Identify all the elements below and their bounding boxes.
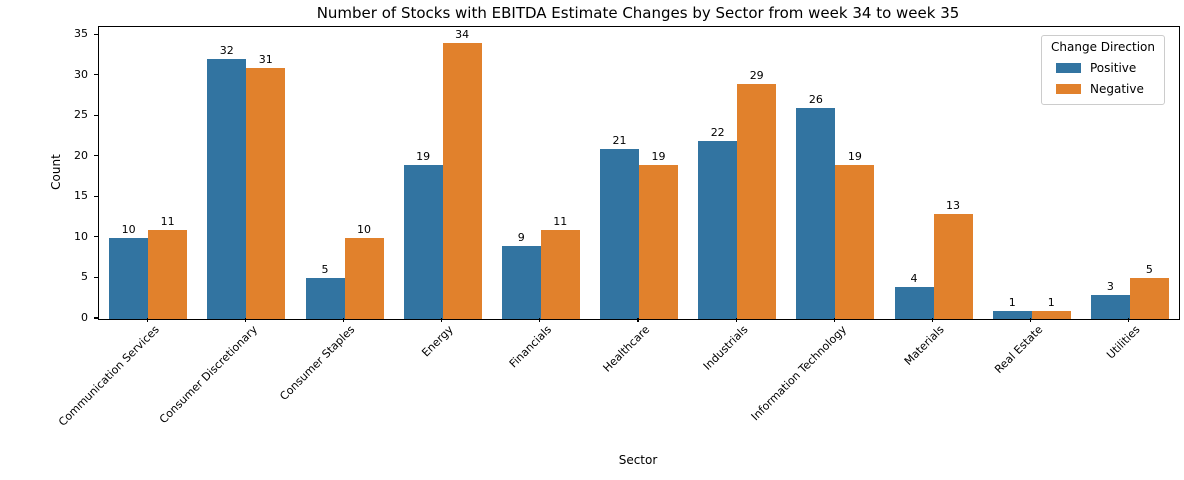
bar-negative-1 (246, 67, 286, 319)
x-tick-label: Energy (419, 323, 456, 360)
y-tick-mark (94, 236, 98, 238)
bar-value-label: 3 (1106, 279, 1114, 293)
bar-value-label: 11 (160, 214, 175, 228)
y-tick-label: 15 (74, 189, 88, 203)
bar-value-label: 1 (1008, 295, 1016, 309)
bar-negative-10 (1129, 278, 1169, 319)
bar-negative-7 (835, 164, 875, 319)
bar-value-label: 22 (710, 125, 725, 139)
x-tick-label: Information Technology (748, 323, 849, 424)
x-tick-mark (539, 318, 541, 322)
bar-negative-2 (344, 237, 384, 319)
bar-value-label: 32 (219, 44, 234, 58)
bar-value-label: 11 (553, 214, 568, 228)
bar-positive-8 (894, 286, 934, 319)
legend: Change Direction Positive Negative (1041, 35, 1165, 105)
x-tick-mark (1030, 318, 1032, 322)
bar-negative-9 (1031, 310, 1071, 319)
bar-negative-3 (442, 43, 482, 319)
bar-positive-0 (109, 237, 149, 319)
legend-title: Change Direction (1051, 40, 1155, 54)
x-tick-label: Utilities (1104, 323, 1144, 362)
y-tick-mark (94, 195, 98, 197)
bar-positive-5 (600, 148, 639, 319)
x-tick-mark (1128, 318, 1130, 322)
y-tick-mark (94, 276, 98, 278)
bar-value-label: 19 (651, 149, 666, 163)
bar-value-label: 9 (517, 231, 525, 244)
bar-negative-0 (148, 229, 188, 319)
y-tick-label: 35 (74, 27, 88, 41)
x-tick-label: Industrials (700, 323, 751, 373)
x-tick-label: Healthcare (600, 323, 653, 375)
x-tick-mark (833, 318, 835, 322)
y-tick-label: 5 (81, 270, 88, 284)
bar-value-label: 10 (121, 222, 136, 236)
bar-negative-6 (737, 83, 777, 319)
x-tick-label: Financials (506, 323, 554, 371)
x-tick-label: Consumer Discretionary (156, 323, 260, 427)
x-tick-mark (735, 318, 737, 322)
x-tick-mark (342, 318, 345, 322)
positive-swatch-icon (1056, 62, 1081, 73)
bar-positive-7 (796, 108, 836, 319)
legend-row-negative: Negative (1048, 78, 1158, 99)
legend-label-negative: Negative (1090, 81, 1144, 96)
bar-value-label: 4 (910, 271, 918, 285)
bar-value-label: 10 (357, 222, 371, 236)
bar-value-label: 21 (612, 133, 627, 147)
x-tick-mark (146, 318, 148, 322)
y-tick-label: 20 (74, 148, 88, 162)
x-tick-label: Materials (901, 323, 947, 368)
y-tick-label: 30 (74, 67, 88, 81)
x-tick-mark (931, 318, 934, 322)
bar-positive-9 (992, 310, 1032, 319)
bar-positive-3 (403, 164, 443, 319)
bar-value-label: 5 (1145, 263, 1153, 277)
bar-value-label: 19 (847, 149, 862, 163)
x-tick-label: Real Estate (991, 323, 1045, 377)
negative-swatch-icon (1056, 83, 1081, 94)
legend-row-positive: Positive (1048, 57, 1158, 78)
bar-value-label: 1 (1047, 295, 1055, 309)
chart-title: Number of Stocks with EBITDA Estimate Ch… (316, 4, 960, 22)
bar-value-label: 26 (808, 93, 823, 107)
plot-area: 10 11 32 31 5 10 19 34 9 11 21 19 22 29 26 19 4 13 1 1 3 5 (98, 26, 1180, 320)
bar-positive-2 (305, 278, 345, 319)
bar-negative-8 (933, 213, 973, 319)
bar-value-label: 19 (416, 149, 431, 163)
x-tick-mark (244, 318, 246, 322)
bar-positive-10 (1090, 294, 1130, 319)
bar-value-label: 5 (321, 263, 329, 277)
y-tick-mark (94, 317, 98, 319)
x-tick-label: Communication Services (55, 323, 162, 429)
bar-value-label: 34 (455, 28, 470, 42)
bar-negative-4 (540, 229, 580, 319)
y-tick-label: 10 (74, 229, 88, 243)
x-tick-label: Consumer Staples (277, 323, 358, 404)
x-axis-label: Sector (618, 453, 658, 467)
y-tick-mark (94, 33, 98, 35)
legend-label-positive: Positive (1090, 60, 1137, 75)
y-tick-mark (94, 155, 98, 157)
x-tick-mark (441, 318, 443, 322)
y-tick-mark (94, 74, 98, 76)
y-tick-label: 25 (74, 108, 88, 122)
bar-value-label: 13 (946, 198, 960, 212)
bar-negative-5 (639, 164, 678, 319)
bar-value-label: 31 (258, 52, 273, 66)
x-tick-mark (637, 318, 639, 322)
y-tick-mark (94, 114, 98, 116)
bar-positive-1 (207, 59, 247, 319)
bar-positive-6 (698, 140, 738, 319)
bar-value-label: 29 (749, 68, 764, 82)
bar-positive-4 (501, 246, 541, 319)
y-tick-label: 0 (81, 311, 88, 324)
